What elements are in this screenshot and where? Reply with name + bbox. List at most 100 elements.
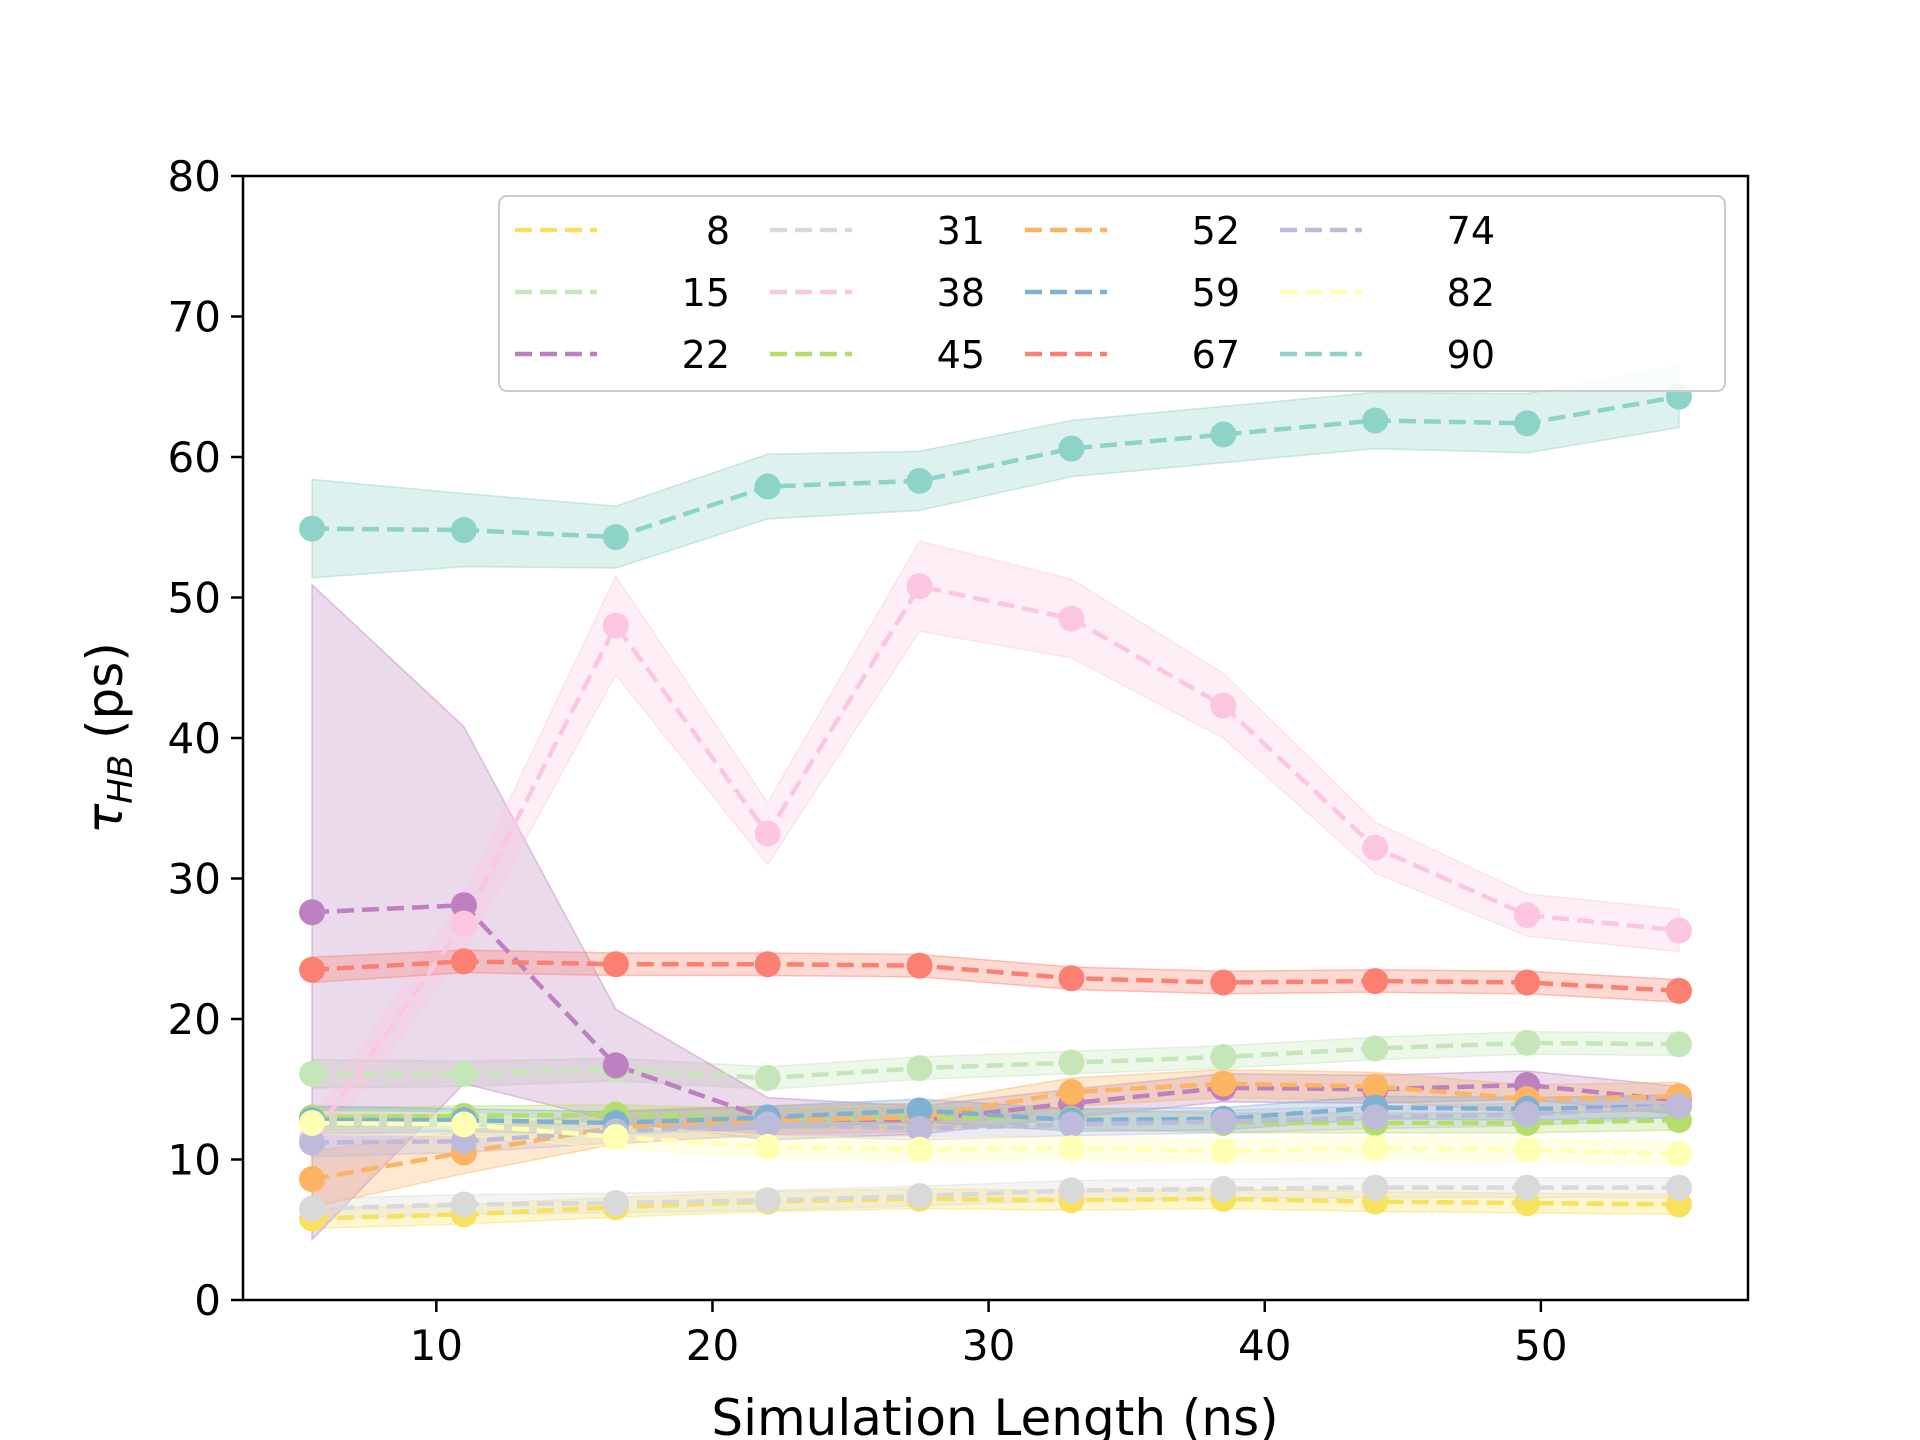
point-series-67-8 <box>1514 969 1541 996</box>
y-tick-label-50: 50 <box>168 574 221 623</box>
point-series-74-4 <box>906 1115 933 1142</box>
line-series-31 <box>311 1185 1679 1211</box>
point-series-15-1 <box>450 1060 477 1087</box>
point-series-38-7 <box>1362 834 1389 861</box>
point-series-38-1 <box>450 910 477 937</box>
point-series-82-0 <box>299 1109 326 1136</box>
point-series-74-7 <box>1362 1104 1389 1131</box>
point-series-38-4 <box>906 573 933 600</box>
point-series-90-7 <box>1362 407 1389 434</box>
y-axis-label-symbol: τ <box>76 803 134 834</box>
y-axis-label: τHB (ps) <box>76 642 141 834</box>
line-series-45 <box>312 1112 1680 1126</box>
point-series-74-3 <box>754 1111 781 1138</box>
line-series-52 <box>311 1081 1680 1182</box>
point-series-31-5 <box>1058 1177 1085 1204</box>
point-series-22-2 <box>602 1052 629 1079</box>
band-series-90 <box>311 364 1680 579</box>
point-series-31-6 <box>1210 1176 1237 1203</box>
line-series-22 <box>311 902 1680 1123</box>
point-series-15-8 <box>1514 1029 1541 1056</box>
point-series-15-7 <box>1362 1035 1389 1062</box>
line-series-67 <box>311 959 1680 994</box>
point-series-82-5 <box>1058 1135 1085 1162</box>
point-series-82-4 <box>906 1136 933 1163</box>
point-series-67-9 <box>1665 977 1692 1004</box>
point-series-15-5 <box>1058 1049 1085 1076</box>
x-tick-label-10: 10 <box>410 1321 463 1370</box>
point-series-90-8 <box>1514 410 1541 437</box>
y-axis-ticks: 0 10 20 30 40 50 60 70 80 <box>168 152 243 1325</box>
point-series-67-2 <box>602 951 629 978</box>
point-series-38-6 <box>1210 692 1237 719</box>
point-series-38-5 <box>1058 605 1085 632</box>
point-series-90-6 <box>1210 421 1237 448</box>
point-series-90-3 <box>754 473 781 500</box>
series-points <box>299 383 1692 1232</box>
band-series-38 <box>311 540 1680 1158</box>
point-series-38-3 <box>754 820 781 847</box>
x-tick-label-50: 50 <box>1514 1321 1567 1370</box>
y-tick-label-10: 10 <box>168 1136 221 1185</box>
x-tick-label-20: 20 <box>686 1321 739 1370</box>
point-series-67-7 <box>1362 968 1389 995</box>
point-series-38-8 <box>1514 902 1541 929</box>
y-axis-label-unit: (ps) <box>76 642 134 755</box>
y-tick-label-30: 30 <box>168 855 221 904</box>
point-series-82-7 <box>1362 1135 1389 1162</box>
line-series-15 <box>312 1040 1679 1081</box>
point-series-74-8 <box>1514 1101 1541 1128</box>
point-series-52-0 <box>299 1166 326 1193</box>
point-series-74-5 <box>1058 1111 1085 1138</box>
legend-label-74: 74 <box>1447 209 1495 253</box>
y-tick-label-60: 60 <box>168 433 221 482</box>
point-series-31-3 <box>754 1187 781 1214</box>
point-series-52-7 <box>1362 1073 1389 1100</box>
y-axis-label-subscript: HB <box>101 755 141 804</box>
point-series-90-5 <box>1058 435 1085 462</box>
x-tick-label-40: 40 <box>1238 1321 1291 1370</box>
legend-label-15: 15 <box>682 271 730 315</box>
point-series-82-8 <box>1514 1136 1541 1163</box>
point-series-31-9 <box>1665 1174 1692 1201</box>
point-series-31-8 <box>1514 1174 1541 1201</box>
point-series-31-0 <box>299 1195 326 1222</box>
point-series-15-9 <box>1665 1031 1692 1058</box>
legend-box <box>498 195 1726 392</box>
point-series-15-0 <box>299 1060 326 1087</box>
point-series-59-4 <box>906 1097 933 1124</box>
point-series-15-4 <box>906 1055 933 1082</box>
point-series-90-0 <box>299 515 326 542</box>
point-series-90-4 <box>906 467 933 494</box>
point-series-52-5 <box>1058 1079 1085 1106</box>
point-series-52-6 <box>1210 1070 1237 1097</box>
point-series-31-4 <box>906 1183 933 1210</box>
point-series-82-2 <box>602 1124 629 1151</box>
point-series-67-6 <box>1210 969 1237 996</box>
y-tick-label-20: 20 <box>168 995 221 1044</box>
point-series-67-5 <box>1058 965 1085 992</box>
y-tick-label-80: 80 <box>168 152 221 201</box>
point-series-82-6 <box>1210 1138 1237 1165</box>
point-series-22-0 <box>299 899 326 926</box>
point-series-67-3 <box>754 951 781 978</box>
y-tick-label-70: 70 <box>168 293 221 342</box>
y-tick-label-40: 40 <box>168 714 221 763</box>
legend-label-52: 52 <box>1192 209 1240 253</box>
point-series-38-9 <box>1665 917 1692 944</box>
point-series-31-1 <box>450 1191 477 1218</box>
point-series-90-1 <box>450 517 477 544</box>
point-series-22-1 <box>450 892 477 919</box>
line-series-38 <box>310 583 1680 1140</box>
legend-label-82: 82 <box>1447 271 1495 315</box>
point-series-74-9 <box>1665 1093 1692 1120</box>
legend-label-45: 45 <box>937 333 985 377</box>
legend-label-90: 90 <box>1447 333 1495 377</box>
point-series-74-0 <box>299 1129 326 1156</box>
line-series-90 <box>312 394 1680 540</box>
x-axis-label: Simulation Length (ns) <box>711 1389 1278 1440</box>
point-series-74-6 <box>1210 1108 1237 1135</box>
point-series-15-6 <box>1210 1043 1237 1070</box>
y-tick-label-0: 0 <box>194 1276 221 1325</box>
line-series-59 <box>312 1103 1680 1126</box>
